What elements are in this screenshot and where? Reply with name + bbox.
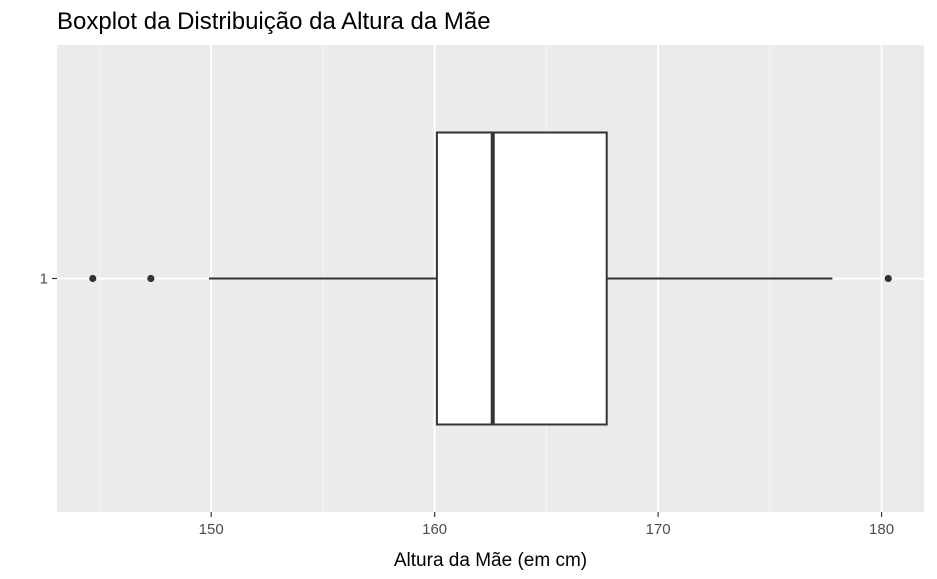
boxplot-series bbox=[89, 131, 892, 426]
outlier-point bbox=[884, 274, 892, 283]
x-axis-title: Altura da Mãe (em cm) bbox=[394, 550, 587, 571]
outlier-point bbox=[147, 274, 155, 283]
x-axis-ticks: 150 160 170 180 bbox=[199, 512, 894, 538]
x-tick-label: 150 bbox=[199, 521, 224, 538]
y-tick-label: 1 bbox=[40, 271, 48, 288]
outlier-point bbox=[89, 274, 97, 283]
x-tick-label: 160 bbox=[422, 521, 447, 538]
iqr-box bbox=[435, 131, 608, 426]
y-axis-ticks: 1 bbox=[40, 271, 57, 288]
x-tick-label: 180 bbox=[869, 521, 894, 538]
chart-title: Boxplot da Distribuição da Altura da Mãe bbox=[57, 8, 491, 35]
x-tick-label: 170 bbox=[646, 521, 671, 538]
